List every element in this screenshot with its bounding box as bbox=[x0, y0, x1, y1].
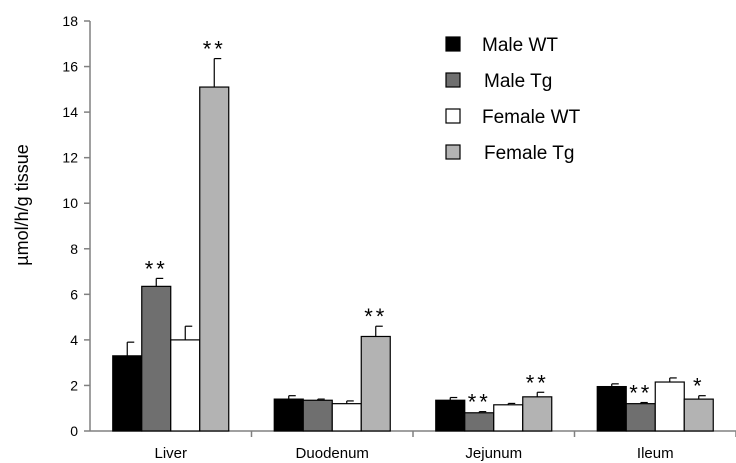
legend-swatch bbox=[445, 36, 461, 52]
bar bbox=[141, 285, 172, 432]
significance-label: ** bbox=[145, 256, 168, 281]
legend-swatch bbox=[445, 108, 461, 124]
legend-swatch bbox=[445, 144, 461, 160]
bar bbox=[654, 381, 685, 432]
bar bbox=[493, 404, 524, 432]
significance-label: ** bbox=[526, 370, 549, 395]
bar bbox=[596, 385, 627, 432]
significance-label: ** bbox=[629, 381, 652, 406]
bar bbox=[522, 396, 553, 432]
bars: Liver****Duodenum**Jejunum****Ileum** * bbox=[112, 37, 736, 462]
y-tick-label: 4 bbox=[70, 332, 78, 348]
x-tick-label: Ileum bbox=[637, 445, 674, 462]
bar bbox=[170, 339, 201, 432]
legend-label: Female Tg bbox=[484, 143, 574, 164]
bar bbox=[435, 399, 466, 432]
bar bbox=[464, 412, 495, 432]
x-tick-label: Liver bbox=[154, 445, 187, 462]
x-tick-label: Duodenum bbox=[296, 445, 369, 462]
y-tick-label: 2 bbox=[70, 377, 78, 393]
significance-label: * bbox=[693, 374, 705, 399]
y-tick-label: 0 bbox=[70, 423, 78, 439]
legend-label: Male Tg bbox=[484, 71, 552, 92]
significance-label: ** bbox=[468, 390, 491, 415]
bar bbox=[683, 398, 714, 432]
y-tick-label: 6 bbox=[70, 286, 78, 302]
bar bbox=[273, 398, 304, 432]
bar bbox=[331, 403, 362, 432]
y-tick-label: 8 bbox=[70, 241, 78, 257]
x-tick-label: Jejunum bbox=[465, 445, 522, 462]
legend-label: Male WT bbox=[482, 35, 558, 56]
legend-swatch bbox=[445, 72, 461, 88]
bar bbox=[199, 86, 230, 432]
bar bbox=[625, 403, 656, 432]
legend: Male WT Male Tg Female WT Female Tg bbox=[445, 35, 581, 164]
y-tick-label: 10 bbox=[62, 195, 78, 211]
y-axis-label: µmol/h/g tissue bbox=[12, 144, 32, 265]
bar bbox=[360, 335, 391, 432]
y-tick-label: 12 bbox=[62, 150, 78, 166]
legend-label: Female WT bbox=[482, 107, 581, 128]
y-tick-label: 18 bbox=[62, 13, 78, 29]
bar bbox=[302, 399, 333, 432]
y-tick-label: 16 bbox=[62, 59, 78, 75]
y-tick-label: 14 bbox=[62, 104, 78, 120]
significance-label: ** bbox=[203, 37, 226, 62]
bar bbox=[112, 355, 143, 432]
significance-label: ** bbox=[364, 304, 387, 329]
